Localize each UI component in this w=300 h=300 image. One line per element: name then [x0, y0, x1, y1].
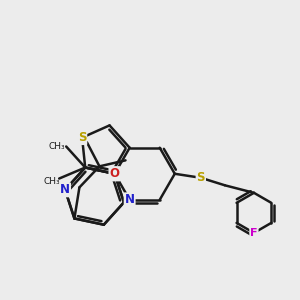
Text: N: N	[60, 183, 70, 196]
Text: N: N	[125, 193, 135, 206]
Text: O: O	[110, 167, 120, 180]
Text: F: F	[250, 228, 258, 238]
Text: S: S	[78, 131, 86, 144]
Text: S: S	[196, 171, 205, 184]
Text: CH₃: CH₃	[49, 142, 65, 151]
Text: N: N	[110, 167, 120, 180]
Text: CH₃: CH₃	[43, 177, 60, 186]
